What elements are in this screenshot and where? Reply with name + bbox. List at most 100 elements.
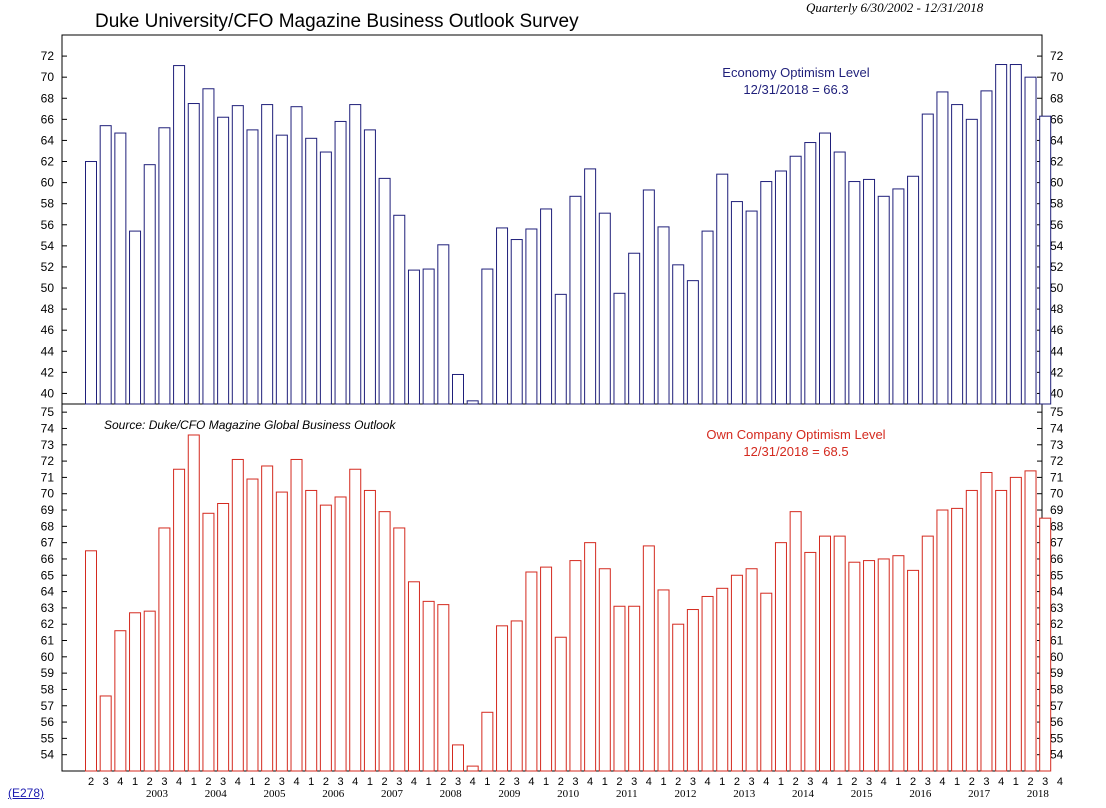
x-quarter-label: 3	[983, 776, 989, 788]
x-year-label: 2012	[675, 788, 697, 800]
x-quarter-label: 3	[807, 776, 813, 788]
bar	[554, 293, 567, 405]
x-quarter-label: 4	[293, 776, 299, 788]
x-quarter-label: 3	[161, 776, 167, 788]
x-quarter-label: 1	[895, 776, 901, 788]
bar	[437, 604, 450, 772]
x-year-label: 2010	[557, 788, 580, 800]
y-tick-label-left: 66	[41, 112, 55, 126]
y-tick-label-left: 56	[41, 218, 55, 232]
bar	[85, 161, 97, 405]
bar	[951, 507, 964, 772]
x-year-label: 2016	[909, 788, 932, 800]
bar	[407, 269, 420, 405]
x-quarter-label: 2	[851, 776, 857, 788]
y-tick-label-left: 74	[41, 421, 55, 435]
y-tick-label-right: 44	[1050, 344, 1064, 358]
bar	[877, 195, 890, 405]
bar	[936, 91, 949, 405]
chart-code-link[interactable]: (E278)	[8, 786, 45, 800]
bar	[378, 511, 391, 772]
x-year-label: 2007	[381, 788, 404, 800]
bar	[202, 88, 215, 405]
bar	[1009, 64, 1022, 405]
bar	[686, 609, 699, 772]
x-quarter-label: 1	[1013, 776, 1019, 788]
y-tick-label-left: 58	[41, 682, 55, 696]
date-range-subtitle: Quarterly 6/30/2002 - 12/31/2018	[806, 0, 984, 15]
bar	[114, 630, 127, 772]
y-tick-label-left: 73	[41, 438, 55, 452]
y-tick-label-left: 54	[41, 748, 55, 762]
x-quarter-label: 2	[910, 776, 916, 788]
bar	[995, 64, 1008, 405]
y-tick-label-right: 40	[1050, 386, 1064, 400]
bar	[334, 496, 347, 772]
bar	[657, 226, 670, 405]
x-quarter-label: 2	[147, 776, 153, 788]
bar	[628, 605, 641, 772]
x-quarter-label: 1	[660, 776, 666, 788]
x-quarter-label: 3	[631, 776, 637, 788]
bar	[99, 695, 112, 772]
bar	[173, 468, 186, 772]
bar	[760, 592, 773, 772]
bar	[730, 574, 743, 772]
y-tick-label-right: 58	[1050, 197, 1064, 211]
x-quarter-label: 4	[587, 776, 593, 788]
bar	[363, 129, 376, 405]
bar	[158, 127, 171, 405]
bar	[99, 125, 112, 405]
y-tick-label-left: 64	[41, 133, 55, 147]
x-quarter-label: 4	[470, 776, 476, 788]
x-year-label: 2009	[498, 788, 521, 800]
bar	[848, 181, 861, 405]
bar	[496, 625, 509, 772]
y-tick-label-right: 67	[1050, 536, 1064, 550]
y-tick-label-right: 54	[1050, 239, 1064, 253]
x-year-label: 2011	[616, 788, 638, 800]
y-tick-label-right: 62	[1050, 155, 1064, 169]
bar	[598, 568, 611, 772]
bar	[187, 103, 200, 405]
bar	[275, 134, 288, 405]
bar	[613, 292, 626, 405]
bar	[995, 489, 1008, 772]
bar	[863, 560, 876, 772]
bar	[965, 118, 978, 405]
bar	[701, 595, 714, 772]
y-tick-label-right: 68	[1050, 91, 1064, 105]
y-tick-label-left: 63	[41, 601, 55, 615]
bar	[789, 155, 802, 405]
y-tick-label-right: 69	[1050, 503, 1064, 517]
bar	[393, 214, 406, 405]
bar	[231, 458, 244, 772]
bar	[730, 201, 743, 405]
y-tick-label-left: 75	[41, 405, 55, 419]
bar	[584, 168, 597, 405]
bar	[965, 489, 978, 772]
bar	[789, 511, 802, 772]
bar	[701, 230, 714, 405]
x-quarter-label: 4	[176, 776, 182, 788]
x-quarter-label: 4	[646, 776, 652, 788]
bar	[319, 151, 332, 405]
y-tick-label-left: 71	[41, 470, 55, 484]
bar	[774, 170, 787, 405]
bar	[407, 581, 420, 772]
bar	[716, 173, 729, 405]
bar	[217, 116, 230, 405]
bar	[129, 230, 142, 405]
y-tick-label-left: 59	[41, 666, 55, 680]
x-quarter-label: 1	[132, 776, 138, 788]
bar	[672, 264, 685, 405]
bar	[275, 491, 288, 772]
x-quarter-label: 3	[455, 776, 461, 788]
bar	[921, 113, 934, 405]
x-quarter-label: 4	[763, 776, 769, 788]
y-tick-label-left: 52	[41, 260, 55, 274]
bar	[774, 542, 787, 772]
bar	[833, 151, 846, 405]
bar	[261, 104, 274, 405]
bar	[907, 569, 920, 772]
